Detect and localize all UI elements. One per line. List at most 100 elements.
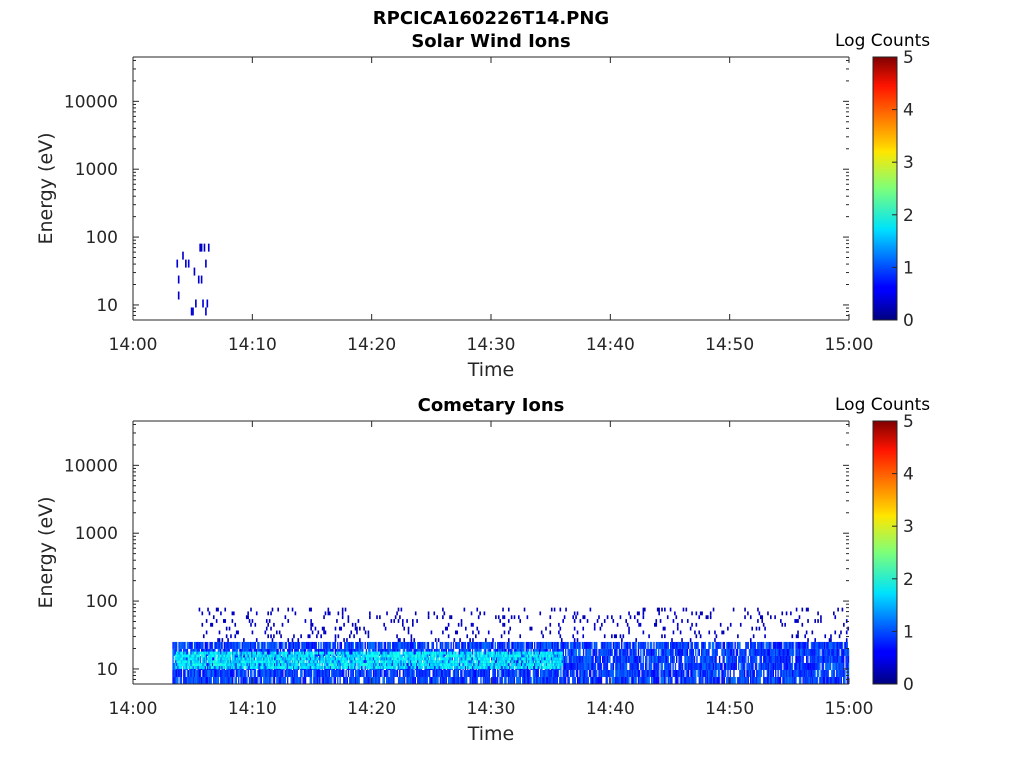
data-cell	[815, 676, 817, 684]
data-cell	[769, 662, 771, 670]
data-cell	[326, 648, 328, 656]
data-cell	[743, 669, 746, 677]
data-cell	[827, 641, 829, 649]
data-cell	[271, 654, 273, 658]
data-cell	[440, 669, 443, 677]
data-cell	[500, 651, 502, 655]
data-cell	[670, 655, 672, 663]
data-cell	[606, 676, 609, 684]
data-cell	[720, 641, 722, 649]
data-cell	[413, 669, 415, 677]
data-cell	[752, 669, 754, 677]
data-cell	[381, 660, 383, 664]
data-cell	[811, 630, 814, 635]
data-cell	[408, 662, 411, 670]
data-cell	[365, 676, 368, 684]
data-cell	[307, 651, 309, 655]
data-cell	[271, 669, 273, 677]
data-cell	[769, 669, 771, 677]
data-cell	[782, 648, 784, 656]
data-cell	[396, 657, 399, 661]
data-cell	[259, 657, 261, 661]
data-cell	[195, 669, 197, 677]
data-cell	[333, 663, 335, 667]
data-cell	[291, 641, 294, 649]
data-cell	[723, 662, 726, 670]
data-cell	[538, 663, 541, 667]
data-cell	[300, 634, 302, 639]
data-cell	[197, 663, 199, 667]
data-cell	[628, 641, 630, 649]
data-cell	[650, 648, 653, 656]
data-cell	[567, 669, 569, 677]
data-cell	[792, 641, 795, 649]
data-cell	[345, 676, 347, 684]
data-cell	[195, 299, 197, 308]
data-cell	[660, 676, 662, 684]
data-cell	[296, 655, 298, 663]
data-cell	[436, 676, 438, 684]
data-cell	[755, 655, 758, 663]
data-cell	[671, 641, 673, 649]
data-cell	[198, 654, 201, 658]
data-cell	[302, 676, 304, 684]
data-cell	[617, 655, 619, 663]
data-cell	[504, 654, 506, 658]
data-cell	[722, 669, 724, 677]
data-cell	[516, 651, 518, 655]
data-cell	[345, 641, 347, 649]
data-cell	[753, 641, 755, 649]
data-cell	[446, 657, 449, 661]
data-cell	[186, 663, 189, 667]
data-cell	[518, 641, 520, 649]
data-cell	[843, 648, 845, 656]
data-cell	[380, 657, 382, 661]
data-cell	[704, 641, 706, 649]
data-cell	[567, 676, 569, 684]
data-cell	[692, 655, 695, 663]
data-cell	[344, 657, 346, 661]
data-cell	[204, 669, 206, 677]
data-cell	[249, 657, 252, 661]
data-cell	[553, 654, 555, 658]
data-cell	[721, 662, 723, 670]
data-cell	[603, 641, 605, 649]
data-cell	[641, 669, 643, 677]
data-cell	[306, 655, 308, 663]
data-cell	[485, 638, 487, 642]
data-cell	[499, 657, 501, 661]
data-cell	[479, 657, 481, 661]
data-cell	[508, 651, 511, 655]
data-cell	[763, 655, 765, 663]
data-cell	[327, 676, 329, 684]
data-cell	[686, 619, 689, 623]
data-cell	[586, 655, 588, 663]
data-cell	[469, 663, 471, 667]
data-cell	[491, 654, 493, 658]
data-cell	[504, 660, 506, 664]
data-cell	[280, 660, 283, 664]
data-cell	[332, 669, 334, 677]
data-cell	[339, 669, 341, 677]
data-cell	[382, 654, 384, 658]
data-cell	[411, 651, 413, 655]
data-cell	[660, 669, 662, 677]
data-cell	[414, 648, 417, 656]
data-cell	[473, 641, 475, 649]
data-cell	[397, 660, 400, 664]
data-cell	[612, 619, 615, 623]
data-cell	[393, 641, 395, 649]
data-cell	[264, 654, 266, 658]
data-cell	[524, 669, 526, 677]
data-cell	[710, 676, 712, 684]
data-cell	[654, 662, 656, 670]
data-cell	[496, 657, 499, 661]
data-cell	[474, 641, 476, 649]
data-cell	[500, 660, 502, 664]
data-cell	[424, 676, 426, 684]
data-cell	[391, 669, 394, 677]
data-cell	[434, 669, 437, 677]
data-cell	[314, 676, 316, 684]
data-cell	[390, 676, 393, 684]
data-cell	[638, 676, 641, 684]
